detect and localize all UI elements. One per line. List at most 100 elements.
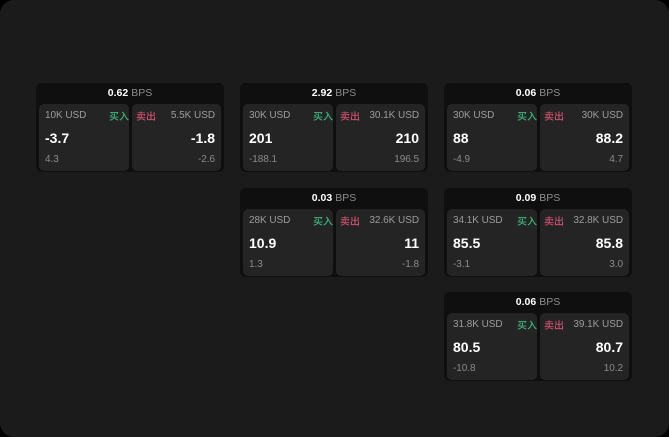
quote-card: 0.62 BPS 10K USD -3.7 4.3 5.5K USD — [36, 83, 224, 172]
sell-quote-tile[interactable]: 30K USD 88.2 4.7 — [539, 104, 629, 171]
sell-amount: 30K USD — [581, 110, 623, 122]
buy-quote-tile[interactable]: 28K USD 10.9 1.3 — [243, 208, 333, 276]
sell-side-label[interactable] — [544, 216, 564, 226]
card-body: 28K USD 10.9 1.3 32.6K USD 11 -1.8 — [240, 208, 428, 277]
bps-value: 0.06 — [515, 87, 537, 100]
card-body: 34.1K USD 85.5 -3.1 32.8K USD 85.8 3.0 — [444, 208, 632, 277]
buy-tile-top-row: 30K USD — [453, 111, 537, 122]
sell-side-label[interactable] — [340, 111, 360, 121]
buy-change: -188.1 — [249, 154, 278, 165]
buy-quote-tile[interactable]: 10K USD -3.7 4.3 — [39, 104, 129, 171]
buy-change: -3.1 — [453, 258, 471, 270]
bps-unit-label: BPS — [335, 191, 357, 204]
buy-tile-top-row: 34.1K USD — [453, 214, 537, 227]
sell-price: 88.2 — [595, 130, 623, 147]
buy-side-label[interactable] — [516, 320, 537, 330]
card-header: 0.03 BPS — [240, 188, 428, 209]
buy-price: 80.5 — [453, 339, 481, 356]
buy-quote-tile[interactable]: 30K USD 201 -188.1 — [243, 104, 333, 171]
sell-change: 196.5 — [394, 154, 419, 165]
card-body: 30K USD 88 -4.9 30K USD 88.2 4.7 — [444, 104, 632, 172]
sell-price: 80.7 — [595, 339, 623, 356]
bps-value: 0.03 — [311, 191, 333, 204]
buy-amount: 30K USD — [249, 110, 291, 122]
sell-change: 4.7 — [609, 154, 623, 165]
sell-change: 10.2 — [603, 363, 623, 374]
buy-price: -3.7 — [45, 130, 70, 147]
sell-price: -1.8 — [190, 130, 215, 147]
bps-value: 0.09 — [515, 191, 537, 204]
quote-card: 0.06 BPS 30K USD 88 -4.9 30K USD — [444, 83, 632, 172]
buy-tile-top-row: 30K USD — [249, 111, 333, 122]
buy-price: 10.9 — [249, 234, 277, 251]
card-body: 30K USD 201 -188.1 30.1K USD 210 196.5 — [240, 104, 428, 172]
sell-quote-tile[interactable]: 30.1K USD 210 196.5 — [335, 104, 425, 171]
buy-side-label[interactable] — [516, 216, 537, 226]
sell-price: 210 — [395, 130, 419, 147]
sell-quote-tile[interactable]: 39.1K USD 80.7 10.2 — [539, 313, 629, 380]
sell-tile-top-row: 5.5K USD — [136, 111, 215, 122]
bps-unit-label: BPS — [539, 191, 561, 204]
buy-amount: 30K USD — [453, 110, 495, 122]
buy-side-label[interactable] — [312, 111, 333, 121]
buy-change: 4.3 — [45, 154, 59, 165]
card-body: 31.8K USD 80.5 -10.8 39.1K USD 80.7 10.2 — [444, 313, 632, 381]
card-body: 10K USD -3.7 4.3 5.5K USD -1.8 -2.6 — [36, 104, 224, 172]
quote-card: 0.09 BPS 34.1K USD 85.5 -3.1 32.8K USD — [444, 187, 632, 277]
buy-tile-top-row: 28K USD — [249, 214, 333, 227]
buy-quote-tile[interactable]: 30K USD 88 -4.9 — [447, 104, 537, 171]
sell-price: 11 — [404, 234, 419, 251]
buy-tile-top-row: 10K USD — [45, 111, 129, 122]
card-header: 0.06 BPS — [444, 292, 632, 313]
buy-side-label[interactable] — [516, 111, 537, 121]
sell-tile-top-row: 32.6K USD — [340, 215, 419, 227]
card-header: 2.92 BPS — [240, 83, 428, 104]
sell-amount: 39.1K USD — [573, 319, 623, 331]
quote-card: 0.03 BPS 28K USD 10.9 1.3 32.6K USD — [240, 187, 428, 277]
buy-quote-tile[interactable]: 31.8K USD 80.5 -10.8 — [447, 313, 537, 380]
buy-change: -10.8 — [453, 363, 476, 374]
card-header: 0.62 BPS — [36, 83, 224, 104]
buy-side-label[interactable] — [108, 111, 129, 121]
buy-change: 1.3 — [249, 258, 263, 270]
bps-value: 0.62 — [107, 87, 129, 100]
quote-grid: 0.62 BPS 10K USD -3.7 4.3 5.5K USD — [36, 83, 632, 381]
sell-change: -2.6 — [197, 154, 215, 165]
sell-amount: 32.8K USD — [573, 214, 623, 226]
buy-price: 85.5 — [453, 234, 481, 251]
quote-card: 0.06 BPS 31.8K USD 80.5 -10.8 39.1K USD — [444, 292, 632, 381]
sell-amount: 5.5K USD — [170, 110, 215, 122]
bps-unit-label: BPS — [335, 87, 357, 100]
sell-quote-tile[interactable]: 32.6K USD 11 -1.8 — [335, 208, 425, 276]
sell-quote-tile[interactable]: 5.5K USD -1.8 -2.6 — [131, 104, 221, 171]
buy-tile-top-row: 31.8K USD — [453, 320, 537, 331]
buy-change: -4.9 — [453, 154, 471, 165]
sell-tile-top-row: 39.1K USD — [544, 320, 623, 331]
sell-quote-tile[interactable]: 32.8K USD 85.8 3.0 — [539, 208, 629, 276]
sell-side-label[interactable] — [340, 216, 360, 226]
sell-amount: 30.1K USD — [369, 110, 419, 122]
sell-side-label[interactable] — [544, 111, 564, 121]
bps-value: 2.92 — [311, 87, 333, 100]
buy-amount: 34.1K USD — [453, 214, 503, 226]
sell-price: 85.8 — [595, 234, 623, 251]
card-header: 0.09 BPS — [444, 188, 632, 209]
buy-quote-tile[interactable]: 34.1K USD 85.5 -3.1 — [447, 208, 537, 276]
sell-change: 3.0 — [609, 258, 623, 270]
quote-card: 2.92 BPS 30K USD 201 -188.1 30.1K USD — [240, 83, 428, 172]
sell-tile-top-row: 30.1K USD — [340, 111, 419, 122]
bps-unit-label: BPS — [539, 87, 561, 100]
sell-change: -1.8 — [401, 258, 419, 270]
buy-price: 201 — [249, 130, 273, 147]
buy-price: 88 — [453, 130, 469, 147]
buy-side-label[interactable] — [312, 216, 333, 226]
sell-side-label[interactable] — [544, 320, 564, 330]
buy-amount: 31.8K USD — [453, 319, 503, 331]
buy-amount: 10K USD — [45, 110, 87, 122]
bps-unit-label: BPS — [539, 296, 561, 309]
sell-side-label[interactable] — [136, 111, 156, 121]
sell-tile-top-row: 30K USD — [544, 111, 623, 122]
buy-amount: 28K USD — [249, 214, 291, 226]
